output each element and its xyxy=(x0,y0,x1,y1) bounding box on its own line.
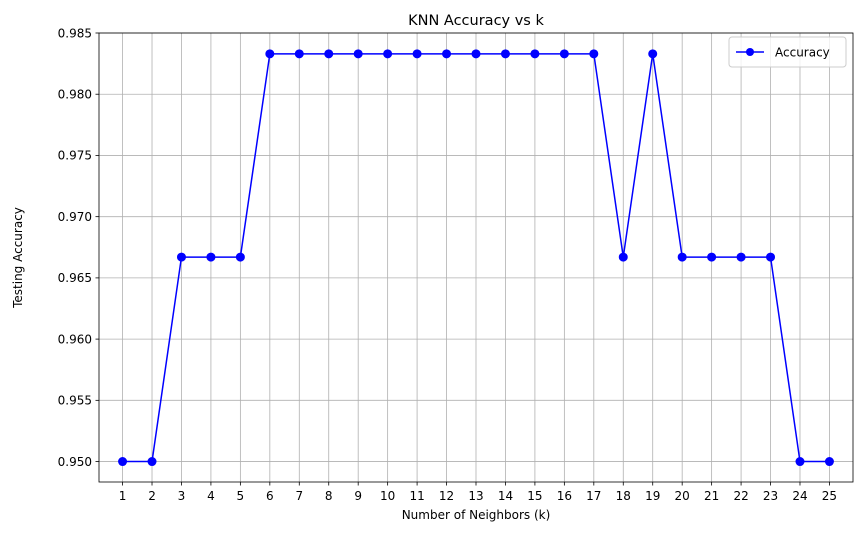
x-tick-label: 19 xyxy=(645,489,660,503)
y-tick-label: 0.975 xyxy=(58,149,92,163)
data-point xyxy=(677,252,687,262)
legend-entry-label: Accuracy xyxy=(775,46,830,60)
x-tick-label: 23 xyxy=(763,489,778,503)
y-tick-label: 0.970 xyxy=(58,210,92,224)
x-tick-label: 2 xyxy=(148,489,156,503)
x-axis-label: Number of Neighbors (k) xyxy=(402,508,551,522)
data-point xyxy=(324,49,334,59)
series-layer xyxy=(118,49,834,467)
x-tick-label: 12 xyxy=(439,489,454,503)
x-tick-label: 13 xyxy=(468,489,483,503)
x-tick-label: 24 xyxy=(792,489,807,503)
data-point xyxy=(530,49,540,59)
x-tick-label: 9 xyxy=(354,489,362,503)
data-point xyxy=(118,457,128,467)
x-tick-label: 3 xyxy=(178,489,186,503)
data-point xyxy=(383,49,393,59)
x-tick-label: 15 xyxy=(527,489,542,503)
legend-marker-sample xyxy=(746,48,754,56)
data-point xyxy=(736,252,746,262)
x-tick-label: 7 xyxy=(295,489,303,503)
x-tick-label: 6 xyxy=(266,489,274,503)
legend: Accuracy xyxy=(728,36,847,68)
y-tick-label: 0.960 xyxy=(58,332,92,346)
data-point xyxy=(766,252,776,262)
data-point xyxy=(176,252,186,262)
x-tick-label: 18 xyxy=(616,489,631,503)
x-tick-label: 14 xyxy=(498,489,513,503)
data-point xyxy=(500,49,510,59)
x-tick-label: 17 xyxy=(586,489,601,503)
data-point xyxy=(147,457,157,467)
x-tick-label: 20 xyxy=(675,489,690,503)
data-point xyxy=(294,49,304,59)
x-tick-label: 11 xyxy=(409,489,424,503)
x-tick-label: 5 xyxy=(237,489,245,503)
chart-title: KNN Accuracy vs k xyxy=(408,13,544,29)
data-point xyxy=(559,49,569,59)
y-tick-label: 0.980 xyxy=(58,88,92,102)
x-tick-label: 16 xyxy=(557,489,572,503)
x-tick-label: 25 xyxy=(822,489,837,503)
x-tick-label: 21 xyxy=(704,489,719,503)
y-tick-label: 0.965 xyxy=(58,271,92,285)
data-point xyxy=(707,252,717,262)
data-point xyxy=(795,457,805,467)
x-tick-label: 1 xyxy=(119,489,127,503)
x-axis-ticks: 1 2 3 4 5 6 7 8 9 10 11 12 13 14 15 16 17 18 19 20 21 22 23 24 2… xyxy=(119,482,837,503)
x-tick-label: 22 xyxy=(733,489,748,503)
data-point xyxy=(589,49,599,59)
y-axis-label: Testing Accuracy xyxy=(11,207,25,309)
y-tick-label: 0.955 xyxy=(58,394,92,408)
data-point xyxy=(353,49,363,59)
legend-box xyxy=(728,36,847,68)
data-point xyxy=(824,457,834,467)
x-tick-label: 4 xyxy=(207,489,215,503)
data-point xyxy=(618,252,628,262)
data-point xyxy=(265,49,275,59)
y-tick-label: 0.985 xyxy=(58,26,92,40)
y-axis-ticks: 0.950 0.955 0.960 0.965 0.970 0.975 0.980 0.985 xyxy=(58,26,99,469)
data-point xyxy=(648,49,658,59)
data-point xyxy=(206,252,216,262)
data-point xyxy=(471,49,481,59)
data-point xyxy=(412,49,422,59)
y-tick-label: 0.950 xyxy=(58,455,92,469)
x-tick-label: 10 xyxy=(380,489,395,503)
x-tick-label: 8 xyxy=(325,489,333,503)
grid xyxy=(99,32,853,482)
data-point xyxy=(442,49,452,59)
data-point xyxy=(235,252,245,262)
